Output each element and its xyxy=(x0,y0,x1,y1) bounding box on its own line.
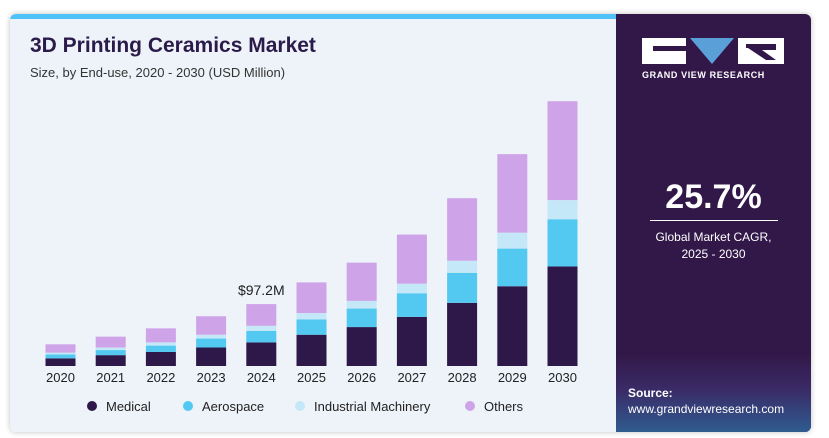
summary-panel: GRAND VIEW RESEARCH 25.7% Global Market … xyxy=(616,14,811,432)
legend-marker-aerospace xyxy=(183,401,193,411)
source-title: Source: xyxy=(628,386,673,400)
bar-medical-2023 xyxy=(196,347,227,366)
x-tick-label: 2021 xyxy=(96,370,125,385)
cagr-label: Global Market CAGR, 2025 - 2030 xyxy=(616,229,811,263)
chart-title: 3D Printing Ceramics Market xyxy=(30,34,316,57)
bar-others-2025 xyxy=(296,282,327,314)
x-tick-label: 2023 xyxy=(197,370,226,385)
bar-others-2024 xyxy=(246,304,277,326)
source-background xyxy=(616,354,811,432)
bar-others-2022 xyxy=(145,328,176,343)
legend-label-industrial-machinery: Industrial Machinery xyxy=(314,399,431,414)
bar-industrial-machinery-2028 xyxy=(447,260,478,273)
bar-medical-2028 xyxy=(447,302,478,366)
bar-medical-2029 xyxy=(497,286,528,366)
data-label: $97.2M xyxy=(238,282,285,298)
bar-aerospace-2022 xyxy=(145,345,176,352)
bar-industrial-machinery-2022 xyxy=(145,342,176,346)
cagr-label-line1: Global Market CAGR, xyxy=(655,230,772,244)
bar-industrial-machinery-2027 xyxy=(396,283,427,294)
legend-marker-others xyxy=(465,401,475,411)
x-tick-label: 2020 xyxy=(46,370,75,385)
bar-medical-2027 xyxy=(396,316,427,366)
bar-industrial-machinery-2029 xyxy=(497,232,528,249)
bar-medical-2022 xyxy=(145,351,176,366)
bar-industrial-machinery-2023 xyxy=(196,334,227,339)
brand-name: GRAND VIEW RESEARCH xyxy=(642,70,765,80)
grand-view-research-logo xyxy=(642,38,784,64)
bar-aerospace-2024 xyxy=(246,330,277,343)
bar-medical-2030 xyxy=(547,266,578,366)
bar-aerospace-2025 xyxy=(296,319,327,335)
bar-aerospace-2020 xyxy=(45,354,76,359)
bar-others-2020 xyxy=(45,344,76,353)
accent-bar xyxy=(10,14,616,19)
legend-label-others: Others xyxy=(484,399,524,414)
bar-medical-2025 xyxy=(296,334,327,366)
divider xyxy=(650,220,778,221)
bar-others-2026 xyxy=(346,262,377,301)
cagr-value: 25.7% xyxy=(665,178,762,216)
bar-others-2027 xyxy=(396,234,427,284)
bar-aerospace-2021 xyxy=(95,350,126,356)
x-tick-label: 2024 xyxy=(247,370,276,385)
bar-others-2023 xyxy=(196,316,227,335)
bar-industrial-machinery-2026 xyxy=(346,300,377,309)
cagr-label-line2: 2025 - 2030 xyxy=(681,247,746,261)
bar-aerospace-2030 xyxy=(547,219,578,267)
stacked-bar-chart: 2020 2021 2022 2023 2024 2025 2026 2027 2028 2029… xyxy=(45,101,578,414)
legend-label-aerospace: Aerospace xyxy=(202,399,264,414)
bar-industrial-machinery-2024 xyxy=(246,325,277,331)
x-tick-label: 2029 xyxy=(498,370,527,385)
bar-aerospace-2028 xyxy=(447,272,478,303)
bar-industrial-machinery-2025 xyxy=(296,313,327,320)
bar-others-2030 xyxy=(547,101,578,201)
bar-others-2028 xyxy=(447,198,478,261)
bar-medical-2024 xyxy=(246,342,277,366)
x-tick-label: 2025 xyxy=(297,370,326,385)
legend-marker-industrial-machinery xyxy=(295,401,305,411)
x-tick-label: 2030 xyxy=(548,370,577,385)
bar-aerospace-2029 xyxy=(497,248,528,287)
infographic-card: 3D Printing Ceramics Market Size, by End… xyxy=(10,14,811,432)
bar-industrial-machinery-2021 xyxy=(95,347,126,351)
legend-marker-medical xyxy=(87,401,97,411)
x-tick-label: 2027 xyxy=(397,370,426,385)
bar-others-2021 xyxy=(95,336,126,348)
legend-label-medical: Medical xyxy=(106,399,151,414)
source-url[interactable]: www.grandviewresearch.com xyxy=(628,402,785,416)
bar-medical-2021 xyxy=(95,355,126,366)
chart-subtitle: Size, by End-use, 2020 - 2030 (USD Milli… xyxy=(30,65,286,80)
x-tick-label: 2028 xyxy=(448,370,477,385)
chart-panel: 3D Printing Ceramics Market Size, by End… xyxy=(10,14,616,432)
bar-others-2029 xyxy=(497,154,528,233)
bar-aerospace-2027 xyxy=(396,293,427,317)
x-tick-label: 2022 xyxy=(146,370,175,385)
bar-industrial-machinery-2020 xyxy=(45,352,76,355)
bar-medical-2020 xyxy=(45,358,76,366)
bar-industrial-machinery-2030 xyxy=(547,200,578,220)
bar-medical-2026 xyxy=(346,327,377,366)
x-tick-label: 2026 xyxy=(347,370,376,385)
bar-aerospace-2026 xyxy=(346,308,377,328)
bar-aerospace-2023 xyxy=(196,338,227,348)
